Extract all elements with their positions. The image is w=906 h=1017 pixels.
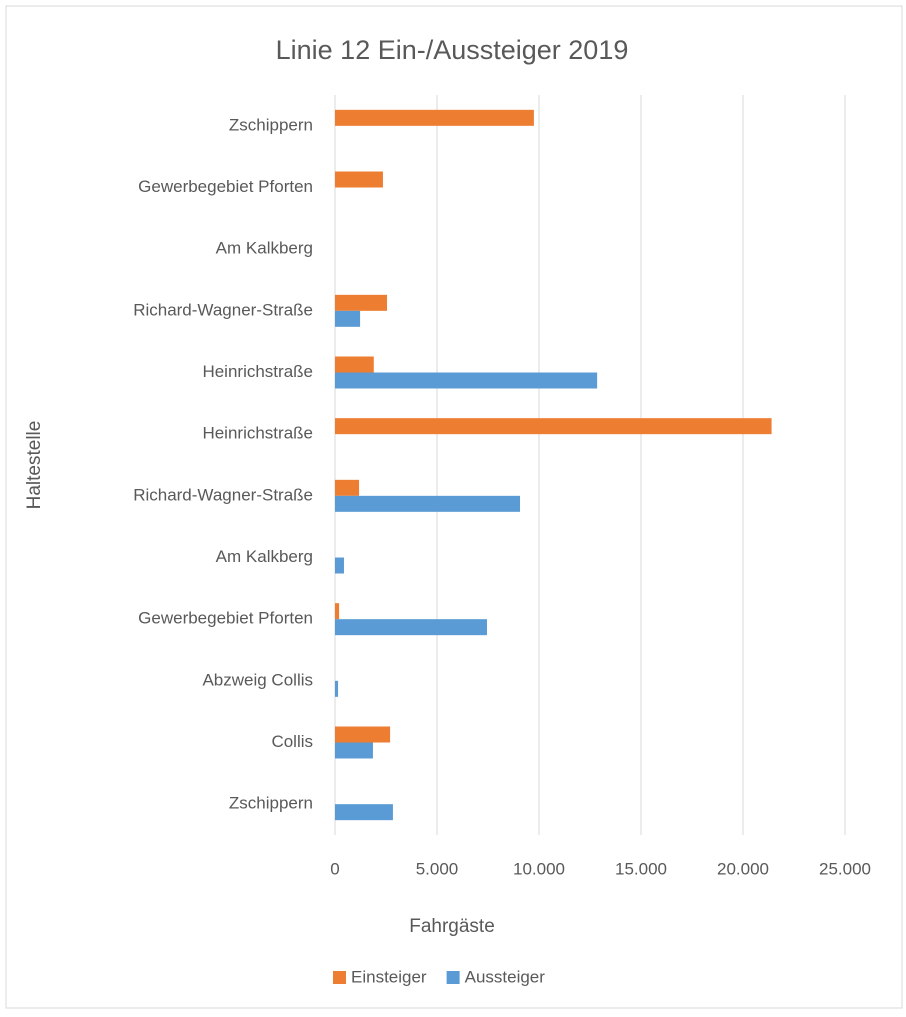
y-tick-label: Zschippern bbox=[229, 794, 313, 813]
bar bbox=[335, 619, 487, 636]
x-axis-title: Fahrgäste bbox=[409, 916, 495, 937]
legend-swatch bbox=[446, 971, 460, 984]
bar bbox=[335, 356, 374, 373]
y-tick-label: Collis bbox=[271, 732, 313, 751]
bar bbox=[335, 495, 521, 512]
x-tick-label: 15.000 bbox=[615, 859, 667, 878]
bar bbox=[335, 372, 598, 389]
y-tick-label: Am Kalkberg bbox=[216, 239, 313, 258]
bar bbox=[335, 742, 373, 759]
bar bbox=[335, 418, 772, 435]
bar bbox=[335, 171, 383, 188]
y-tick-label: Heinrichstraße bbox=[202, 362, 313, 381]
bar bbox=[335, 726, 391, 743]
x-tick-label: 10.000 bbox=[513, 859, 565, 878]
y-tick-label: Gewerbegebiet Pforten bbox=[138, 609, 313, 628]
chart-title: Linie 12 Ein-/Aussteiger 2019 bbox=[276, 35, 629, 65]
bar bbox=[335, 680, 339, 697]
bar bbox=[335, 109, 534, 126]
x-tick-label: 5.000 bbox=[416, 859, 459, 878]
y-tick-label: Abzweig Collis bbox=[202, 670, 313, 689]
bar bbox=[335, 557, 344, 574]
y-tick-label: Richard-Wagner-Straße bbox=[133, 300, 313, 319]
legend-label: Einsteiger bbox=[351, 967, 427, 986]
x-tick-label: 25.000 bbox=[819, 859, 871, 878]
bar bbox=[335, 804, 393, 821]
y-axis-title: Haltestelle bbox=[24, 421, 45, 510]
y-tick-label: Richard-Wagner-Straße bbox=[133, 485, 313, 504]
x-tick-label: 20.000 bbox=[717, 859, 769, 878]
y-tick-label: Heinrichstraße bbox=[202, 424, 313, 443]
y-tick-label: Zschippern bbox=[229, 115, 313, 134]
bar bbox=[335, 603, 340, 620]
x-tick-label: 0 bbox=[330, 859, 339, 878]
bar bbox=[335, 294, 388, 311]
legend-swatch bbox=[333, 971, 346, 984]
y-tick-label: Gewerbegebiet Pforten bbox=[138, 177, 313, 196]
legend-label: Aussteiger bbox=[465, 967, 546, 986]
y-tick-label: Am Kalkberg bbox=[216, 547, 313, 566]
bar bbox=[335, 310, 361, 327]
bar bbox=[335, 479, 360, 496]
